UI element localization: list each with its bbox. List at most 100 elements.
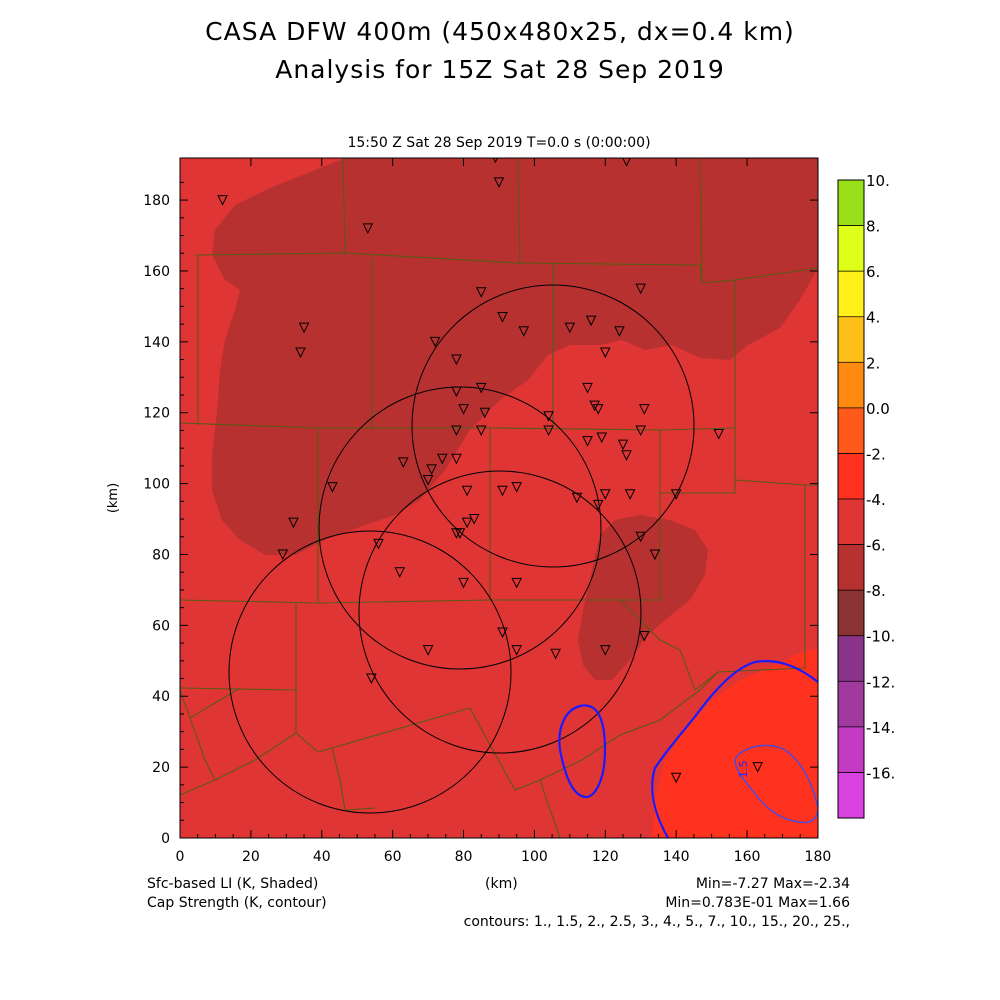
station-marker <box>458 404 469 415</box>
map-plot-area: 1.5 <box>180 158 818 838</box>
station-marker <box>511 482 522 493</box>
footer-contour-levels: contours: 1., 1.5, 2., 2.5, 3., 4., 5., … <box>463 914 850 930</box>
colorbar-swatch <box>838 407 864 454</box>
station-marker <box>518 326 530 337</box>
colorbar-swatch <box>838 271 864 317</box>
station-marker <box>436 453 448 465</box>
x-tick-label: 140 <box>663 849 690 865</box>
y-tick-label: 100 <box>143 477 170 493</box>
station-marker <box>511 645 522 656</box>
station-marker <box>543 425 554 437</box>
colorbar-swatch <box>838 316 864 363</box>
y-axis-label: (km) <box>106 483 121 513</box>
colorbar-label: -2. <box>866 445 886 463</box>
station-marker <box>475 382 487 394</box>
colorbar-label: 2. <box>866 354 880 372</box>
station-marker <box>638 630 650 642</box>
station-marker <box>475 425 487 437</box>
footer-shaded-minmax: Min=-7.27 Max=-2.34 <box>695 876 850 892</box>
colorbar-label: -12. <box>866 673 895 691</box>
station-marker <box>713 428 724 440</box>
station-marker <box>468 514 480 525</box>
station-marker <box>497 312 508 323</box>
li-shade-region-southeast <box>652 648 818 838</box>
x-axis: 0 20 40 60 80 100 120 140 160 180 <box>176 158 832 865</box>
station-marker <box>635 531 647 543</box>
colorbar-swatch <box>838 225 864 272</box>
station-marker <box>277 549 289 561</box>
station-marker <box>429 336 441 348</box>
station-marker <box>571 492 583 504</box>
station-marker <box>592 499 604 511</box>
y-tick-label: 180 <box>143 193 170 209</box>
station-marker <box>366 673 377 685</box>
station-marker <box>582 436 593 447</box>
colorbar-swatch <box>838 772 864 818</box>
cap-contour-1 <box>651 660 818 838</box>
cap-contour-label: 1.5 <box>737 761 750 779</box>
station-marker <box>635 283 647 295</box>
cap-strength-contours <box>558 660 818 838</box>
station-marker <box>394 567 406 578</box>
colorbar-label: -6. <box>866 537 886 555</box>
y-tick-label: 80 <box>152 547 170 563</box>
colorbar-swatch <box>838 544 864 591</box>
radar-ring-3 <box>358 470 642 754</box>
station-marker <box>550 648 561 660</box>
colorbar: 10. 8. 6. 4. 2. 0.0 -2. -4. -6. -8. -10. -12. -14. -1… <box>837 172 895 819</box>
x-tick-label: 100 <box>521 849 548 865</box>
station-marker <box>451 386 462 398</box>
station-marker <box>373 538 384 550</box>
station-marker <box>461 517 473 529</box>
station-marker <box>288 517 299 529</box>
plot-title-line1: CASA DFW 400m (450x480x25, dx=0.4 km) <box>205 17 795 46</box>
station-marker <box>497 485 508 497</box>
plot-title-line2: Analysis for 15Z Sat 28 Sep 2019 <box>275 55 725 84</box>
colorbar-label: -4. <box>866 491 886 509</box>
colorbar-label: 4. <box>866 309 880 327</box>
station-marker <box>451 425 462 437</box>
station-marker <box>422 645 434 656</box>
x-tick-label: 40 <box>313 849 331 865</box>
colorbar-swatch <box>838 590 864 636</box>
station-marker <box>426 464 437 476</box>
y-tick-label: 0 <box>161 831 170 847</box>
li-shade-region-north <box>212 158 818 555</box>
y-tick-label: 140 <box>143 335 170 351</box>
station-marker <box>589 400 600 412</box>
y-tick-label: 160 <box>143 264 170 280</box>
x-tick-label: 160 <box>734 849 761 865</box>
colorbar-label: -10. <box>866 628 895 646</box>
station-marker <box>752 762 763 773</box>
station-marker <box>638 404 650 415</box>
station-marker <box>670 772 682 784</box>
colorbar-swatch <box>838 499 864 545</box>
station-marker <box>617 439 629 451</box>
colorbar-label: 0.0 <box>866 400 890 418</box>
station-marker <box>599 645 611 656</box>
y-tick-label: 20 <box>152 760 170 776</box>
station-marker <box>564 322 576 334</box>
x-tick-label: 60 <box>384 849 402 865</box>
station-marker <box>451 528 462 539</box>
station-marker <box>614 326 625 337</box>
x-tick-label: 180 <box>805 849 832 865</box>
colorbar-swatch <box>838 180 864 226</box>
station-marker <box>582 382 593 394</box>
station-marker <box>649 549 661 561</box>
station-marker <box>497 627 508 639</box>
station-marker <box>298 322 310 334</box>
station-marker <box>624 489 636 500</box>
colorbar-label: 8. <box>866 218 880 236</box>
plot-subtitle: 15:50 Z Sat 28 Sep 2019 T=0.0 s (0:00:00… <box>347 135 651 151</box>
station-marker <box>585 315 597 327</box>
station-marker <box>599 347 611 359</box>
radar-ring-4 <box>228 530 512 814</box>
station-marker <box>493 177 505 188</box>
station-marker <box>461 485 473 497</box>
station-marker <box>543 411 554 422</box>
y-tick-label: 120 <box>143 406 170 422</box>
station-marker <box>458 577 469 589</box>
colorbar-label: 10. <box>866 172 890 190</box>
